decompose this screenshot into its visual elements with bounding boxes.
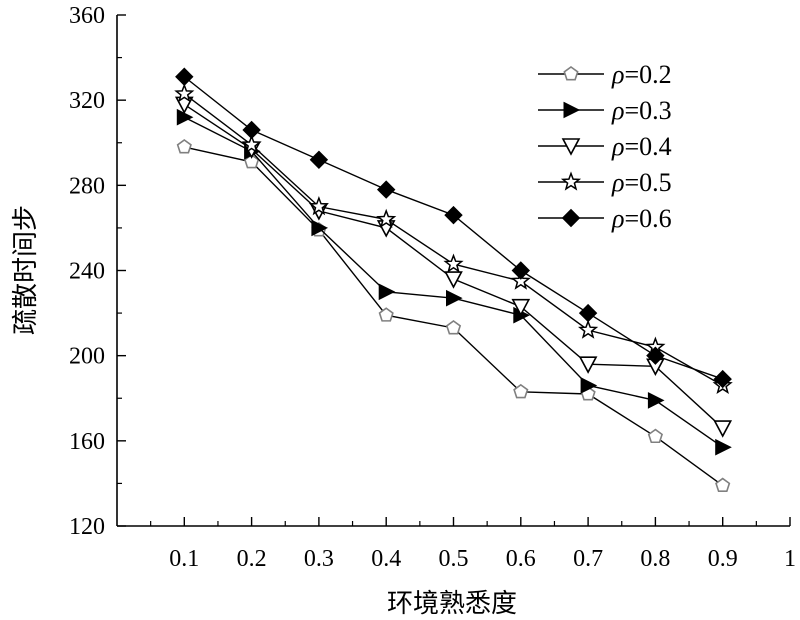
x-tick-label: 0.3: [304, 546, 334, 572]
legend-entry: ρ=0.4: [538, 132, 672, 161]
triangle-right-marker: [378, 283, 396, 301]
x-tick-label: 0.1: [169, 546, 199, 572]
axes: 120 160 200 240 280 320 360 0.1 0.2 0.3 0.4 0.5 0.6 0…: [69, 3, 796, 572]
y-tick-label: 280: [69, 173, 105, 199]
y-tick-label: 200: [69, 344, 105, 370]
triangle-down-marker: [511, 298, 531, 317]
star-marker: [174, 83, 195, 103]
legend-rho-symbol: ρ: [611, 132, 624, 161]
diamond-marker: [444, 205, 463, 225]
series-line: [184, 146, 724, 487]
star-marker: [376, 208, 397, 228]
x-tick-label: 0.4: [371, 546, 401, 572]
triangle-down-marker: [713, 420, 733, 438]
diamond-marker: [242, 120, 261, 140]
star-marker: [560, 171, 582, 191]
pentagon-marker: [176, 139, 192, 154]
pentagon-marker: [563, 66, 579, 81]
star-marker: [443, 253, 464, 273]
series-0-6: [175, 67, 732, 389]
legend: ρ=0.2ρ=0.3ρ=0.4ρ=0.5ρ=0.6: [538, 60, 672, 233]
x-tick-label: 0.5: [439, 546, 469, 572]
legend-entry: ρ=0.3: [538, 96, 672, 125]
triangle-right-marker: [176, 108, 194, 126]
legend-value: =0.2: [624, 60, 671, 89]
legend-label: ρ=0.2: [611, 60, 672, 89]
triangle-right-marker: [647, 392, 665, 409]
series-layer: [174, 67, 733, 493]
star-marker: [578, 319, 599, 339]
diamond-marker: [561, 208, 581, 228]
x-tick-label: 1: [784, 546, 796, 572]
y-tick-label: 240: [69, 259, 105, 285]
x-tick-label: 0.9: [708, 546, 738, 572]
x-axis-title: 环境熟悉度: [387, 589, 517, 619]
pentagon-marker: [243, 153, 260, 169]
diamond-marker: [376, 180, 396, 199]
triangle-right-marker: [446, 289, 463, 307]
y-tick-label: 360: [69, 3, 105, 29]
triangle-down-marker: [561, 138, 581, 156]
pentagon-marker: [647, 428, 664, 444]
pentagon-marker: [378, 307, 394, 322]
triangle-right-marker: [580, 377, 598, 394]
series-0-2: [176, 139, 731, 493]
legend-value: =0.4: [624, 132, 671, 161]
star-marker: [308, 196, 329, 216]
legend-rho-symbol: ρ: [611, 96, 624, 125]
y-tick-label: 320: [69, 88, 105, 114]
x-tick-label: 0.6: [506, 546, 536, 572]
legend-label: ρ=0.3: [611, 96, 672, 125]
star-marker: [510, 270, 531, 290]
triangle-right-marker: [715, 438, 732, 456]
legend-label: ρ=0.6: [611, 204, 672, 233]
legend-entry: ρ=0.6: [538, 204, 672, 233]
diamond-marker: [511, 261, 531, 280]
diamond-marker: [646, 346, 665, 365]
x-tick-label: 0.2: [237, 546, 267, 572]
legend-rho-symbol: ρ: [611, 168, 624, 197]
triangle-right-marker: [311, 219, 329, 237]
pentagon-marker: [715, 477, 731, 493]
legend-label: ρ=0.5: [611, 168, 672, 197]
x-tick-label: 0.7: [573, 546, 603, 572]
legend-value: =0.5: [624, 168, 671, 197]
legend-value: =0.3: [624, 96, 671, 125]
diamond-marker: [578, 303, 598, 323]
y-axis-title: 疏散时间步: [11, 205, 41, 335]
diamond-marker: [175, 67, 194, 86]
legend-entry: ρ=0.2: [538, 60, 672, 89]
legend-entry: ρ=0.5: [538, 168, 672, 197]
legend-rho-symbol: ρ: [611, 204, 624, 233]
legend-value: =0.6: [624, 204, 671, 233]
diamond-marker: [713, 369, 732, 389]
triangle-down-marker: [578, 356, 598, 374]
legend-label: ρ=0.4: [611, 132, 672, 161]
triangle-down-marker: [444, 271, 463, 289]
pentagon-marker: [513, 383, 529, 399]
x-tick-label: 0.8: [640, 546, 670, 572]
diamond-marker: [309, 150, 329, 169]
pentagon-marker: [445, 320, 462, 335]
star-marker: [241, 134, 262, 154]
y-tick-label: 120: [69, 514, 105, 540]
triangle-right-marker: [563, 101, 581, 119]
y-tick-label: 160: [69, 429, 105, 455]
legend-rho-symbol: ρ: [611, 60, 624, 89]
